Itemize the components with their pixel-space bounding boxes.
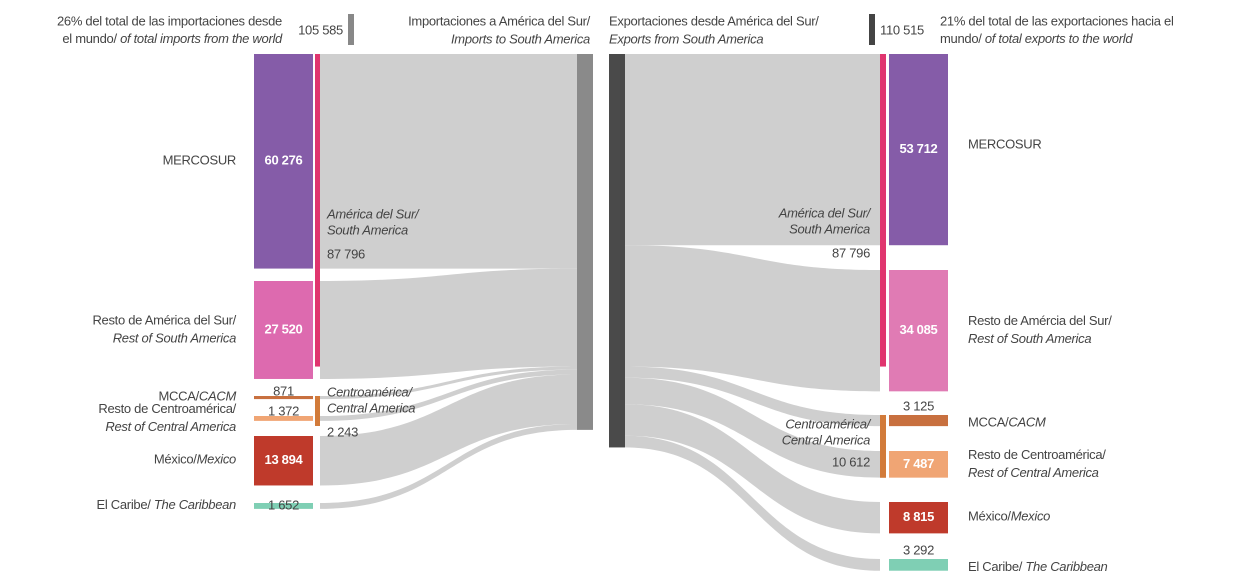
flow — [625, 245, 880, 392]
node-value: 3 292 — [903, 542, 934, 557]
export-total-column — [609, 54, 625, 448]
node-value: 871 — [273, 383, 294, 398]
node — [889, 270, 948, 392]
node — [254, 281, 313, 379]
total-label: 110 515 — [880, 22, 924, 37]
flow — [625, 435, 880, 571]
node-value: 27 520 — [265, 321, 303, 336]
node — [254, 436, 313, 486]
node — [254, 503, 313, 509]
node-name-en: Mexico — [197, 452, 236, 467]
node-name-en: Rest of Central America — [968, 465, 1099, 480]
node-value: 53 712 — [900, 141, 938, 156]
node-name-es: MCCA/ — [159, 389, 200, 404]
flow — [625, 377, 880, 478]
header-title-en: Imports to South America — [451, 31, 590, 46]
group-bar — [315, 54, 320, 367]
node-value: 8 815 — [903, 509, 934, 524]
group-name-en: Central America — [327, 400, 415, 415]
group-value: 87 796 — [832, 245, 870, 260]
node-value: 3 125 — [903, 398, 934, 413]
node-name-es: El Caribe/ — [968, 559, 1025, 571]
node-name-en: Rest of Central America — [105, 419, 236, 434]
group-name-en: South America — [789, 221, 870, 236]
group-bar — [315, 396, 320, 426]
flow — [320, 268, 577, 379]
header-title: Importaciones a América del Sur/ — [408, 13, 591, 28]
node-name: MCCA/CACM — [159, 389, 237, 404]
group-name: América del Sur/ — [778, 205, 872, 220]
flow — [625, 404, 880, 534]
node-name: Resto de Amércia del Sur/ — [968, 313, 1112, 328]
node-name: México/Mexico — [154, 452, 236, 467]
node — [254, 396, 313, 400]
total-marker — [869, 14, 875, 45]
group-bar — [880, 54, 886, 367]
header-share: 26% del total de las importaciones desde — [57, 13, 282, 28]
node-name-es: MCCA/ — [968, 415, 1009, 430]
node-value: 60 276 — [265, 153, 303, 168]
total-marker — [348, 14, 354, 45]
node-name-es: El Caribe/ — [97, 497, 154, 512]
node-value: 1 372 — [268, 403, 299, 418]
node-name-en: The Caribbean — [154, 497, 236, 512]
node-name-en: Rest of South America — [968, 331, 1091, 346]
node-name: MERCOSUR — [968, 136, 1041, 151]
node-name-en: Rest of South America — [113, 330, 236, 345]
node-name-es: México/ — [968, 509, 1011, 524]
node-name: MERCOSUR — [163, 153, 236, 168]
group-name: Centroamérica/ — [327, 384, 413, 399]
flow — [320, 366, 577, 400]
node-value: 34 085 — [900, 322, 938, 337]
node — [889, 559, 948, 571]
group-value: 87 796 — [327, 246, 365, 261]
header-title: Exportaciones desde América del Sur/ — [609, 13, 819, 28]
group-name: Centroamérica/ — [785, 416, 871, 431]
node — [889, 415, 948, 427]
flow — [320, 54, 577, 269]
node — [254, 416, 313, 421]
group-name-en: South America — [327, 222, 408, 237]
node — [889, 502, 948, 534]
flow — [625, 366, 880, 427]
node-value: 1 652 — [268, 497, 299, 512]
node-name: MCCA/CACM — [968, 415, 1046, 430]
node-value: 13 894 — [265, 452, 304, 467]
node-name: Resto de América del Sur/ — [92, 312, 236, 327]
header-share-2: el mundo/ of total imports from the worl… — [62, 31, 283, 46]
header-share-2: mundo/ of total exports to the world — [940, 31, 1133, 46]
node — [889, 451, 948, 478]
node-name-en: The Caribbean — [1025, 559, 1107, 571]
node-name: México/Mexico — [968, 509, 1050, 524]
header-share-2-en: of total imports from the world — [120, 31, 283, 46]
group-name: América del Sur/ — [326, 206, 420, 221]
group-name-en: Central America — [782, 432, 870, 447]
flow — [625, 54, 880, 246]
node-name: El Caribe/ The Caribbean — [968, 559, 1108, 571]
header-share-2-es: mundo/ — [940, 31, 985, 46]
flow — [320, 424, 577, 509]
node-value: 7 487 — [903, 456, 934, 471]
header-share-2-en: of total exports to the world — [985, 31, 1133, 46]
node — [254, 54, 313, 269]
node — [889, 54, 948, 246]
node-name-es: México/ — [154, 452, 197, 467]
node-name-en: CACM — [1008, 415, 1046, 430]
header-share-2-es: el mundo/ — [62, 31, 120, 46]
node-name: Resto de Centroamérica/ — [968, 447, 1106, 462]
group-bar — [880, 415, 886, 478]
import-total-column — [577, 54, 593, 430]
header-share: 21% del total de las exportaciones hacia… — [940, 13, 1174, 28]
flow — [320, 369, 577, 421]
flow — [320, 374, 577, 486]
node-name: Resto de Centroamérica/ — [98, 401, 236, 416]
header-title-en: Exports from South America — [609, 31, 763, 46]
group-value: 10 612 — [832, 454, 870, 469]
node-name-en: CACM — [199, 389, 237, 404]
group-value: 2 243 — [327, 424, 358, 439]
node-name-en: Mexico — [1011, 509, 1050, 524]
node-name: El Caribe/ The Caribbean — [97, 497, 237, 512]
total-label: 105 585 — [298, 22, 343, 37]
